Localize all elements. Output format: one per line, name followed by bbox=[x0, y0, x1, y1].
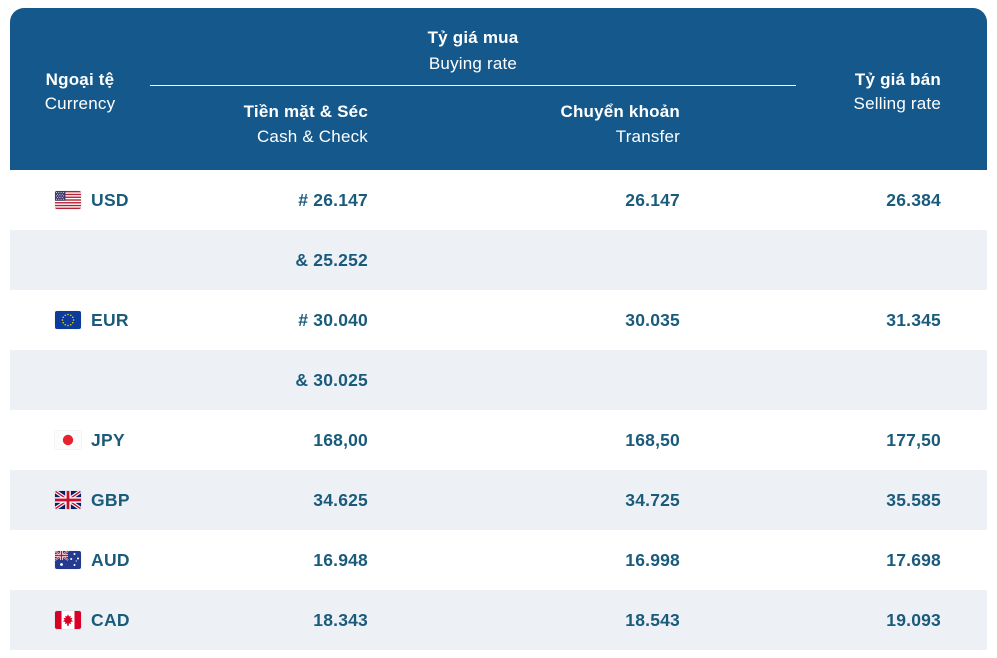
header-transfer: Chuyển khoản Transfer bbox=[368, 102, 680, 147]
transfer-rate: 34.725 bbox=[625, 489, 680, 510]
table-row-usd: USD # 26.147 26.147 26.384 bbox=[10, 170, 987, 230]
header-selling: Tỷ giá bán Selling rate bbox=[796, 8, 987, 170]
header-currency-vi: Ngoại tệ bbox=[45, 70, 115, 89]
header-selling-en: Selling rate bbox=[853, 94, 941, 113]
table-row-jpy: JPY 168,00 168,50 177,50 bbox=[10, 410, 987, 470]
exchange-rate-table: Ngoại tệ Currency Tỷ giá mua Buying rate… bbox=[10, 8, 987, 658]
transfer-rate: 26.147 bbox=[625, 189, 680, 210]
table-row-eur-sub: & 30.025 bbox=[10, 350, 987, 410]
cash-rate: # 26.147 bbox=[298, 189, 368, 210]
header-cash-en: Cash & Check bbox=[256, 127, 368, 146]
table-row-aud: AUD 16.948 16.998 17.698 bbox=[10, 530, 987, 590]
table-row-eur: EUR # 30.040 30.035 31.345 bbox=[10, 290, 987, 350]
cash-rate: & 25.252 bbox=[295, 249, 368, 270]
currency-cell: USD bbox=[10, 190, 150, 211]
header-cash-vi: Tiền mặt & Séc bbox=[243, 102, 368, 121]
transfer-rate: 16.998 bbox=[625, 549, 680, 570]
header-currency-en: Currency bbox=[44, 94, 116, 113]
header-transfer-en: Transfer bbox=[615, 127, 680, 146]
table-header: Ngoại tệ Currency Tỷ giá mua Buying rate… bbox=[10, 8, 987, 170]
header-cash-check: Tiền mặt & Séc Cash & Check bbox=[150, 102, 368, 147]
currency-cell: EUR bbox=[10, 310, 150, 331]
currency-code: GBP bbox=[91, 489, 130, 510]
table-row-cad: CAD 18.343 18.543 19.093 bbox=[10, 590, 987, 650]
selling-rate: 26.384 bbox=[886, 189, 941, 210]
transfer-rate: 18.543 bbox=[625, 609, 680, 630]
jp-flag-icon bbox=[55, 431, 81, 449]
currency-code: AUD bbox=[91, 549, 130, 570]
header-buying-vi: Tỷ giá mua bbox=[427, 28, 519, 47]
transfer-rate: 168,50 bbox=[625, 429, 680, 450]
selling-rate: 31.345 bbox=[886, 309, 941, 330]
currency-cell: AUD bbox=[10, 550, 150, 571]
cash-rate: & 30.025 bbox=[295, 369, 368, 390]
selling-rate: 17.698 bbox=[886, 549, 941, 570]
transfer-rate: 30.035 bbox=[625, 309, 680, 330]
header-buying-group: Tỷ giá mua Buying rate Tiền mặt & Séc Ca… bbox=[150, 8, 796, 170]
selling-rate: 177,50 bbox=[886, 429, 941, 450]
selling-rate: 19.093 bbox=[886, 609, 941, 630]
cash-rate: 16.948 bbox=[313, 549, 368, 570]
currency-code: CAD bbox=[91, 609, 130, 630]
header-selling-vi: Tỷ giá bán bbox=[854, 70, 941, 89]
currency-code: USD bbox=[91, 189, 129, 210]
cash-rate: 18.343 bbox=[313, 609, 368, 630]
eu-flag-icon bbox=[55, 311, 81, 329]
table-row-gbp: GBP 34.625 34.725 35.585 bbox=[10, 470, 987, 530]
us-flag-icon bbox=[55, 191, 81, 209]
selling-rate: 35.585 bbox=[886, 489, 941, 510]
cash-rate: 34.625 bbox=[313, 489, 368, 510]
header-transfer-vi: Chuyển khoản bbox=[560, 102, 680, 121]
currency-code: EUR bbox=[91, 309, 129, 330]
cash-rate: 168,00 bbox=[313, 429, 368, 450]
au-flag-icon bbox=[55, 551, 81, 569]
gb-flag-icon bbox=[55, 491, 81, 509]
table-row-partial bbox=[10, 650, 987, 658]
table-row-usd-sub: & 25.252 bbox=[10, 230, 987, 290]
header-currency: Ngoại tệ Currency bbox=[10, 8, 150, 170]
currency-code: JPY bbox=[91, 429, 125, 450]
header-divider-line bbox=[150, 85, 796, 86]
currency-cell: GBP bbox=[10, 490, 150, 511]
currency-cell: JPY bbox=[10, 430, 150, 451]
cash-rate: # 30.040 bbox=[298, 309, 368, 330]
header-buying-en: Buying rate bbox=[428, 54, 518, 73]
currency-cell: CAD bbox=[10, 610, 150, 631]
ca-flag-icon bbox=[55, 611, 81, 629]
